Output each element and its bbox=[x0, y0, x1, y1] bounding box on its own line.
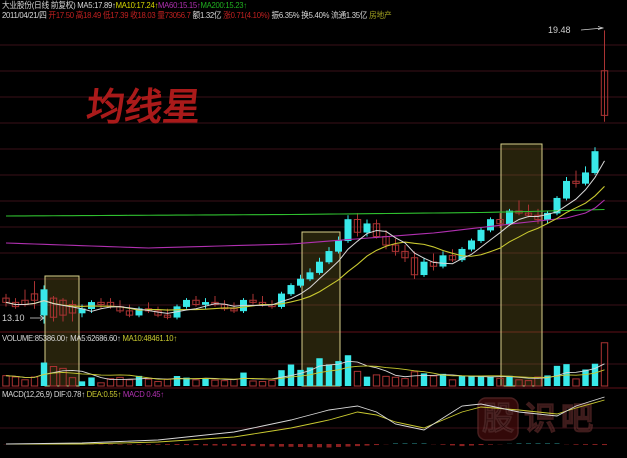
svg-text:识: 识 bbox=[524, 400, 556, 436]
svg-text:13.10: 13.10 bbox=[2, 313, 25, 323]
svg-text:19.48: 19.48 bbox=[548, 25, 571, 35]
svg-text:均线星: 均线星 bbox=[84, 86, 202, 129]
